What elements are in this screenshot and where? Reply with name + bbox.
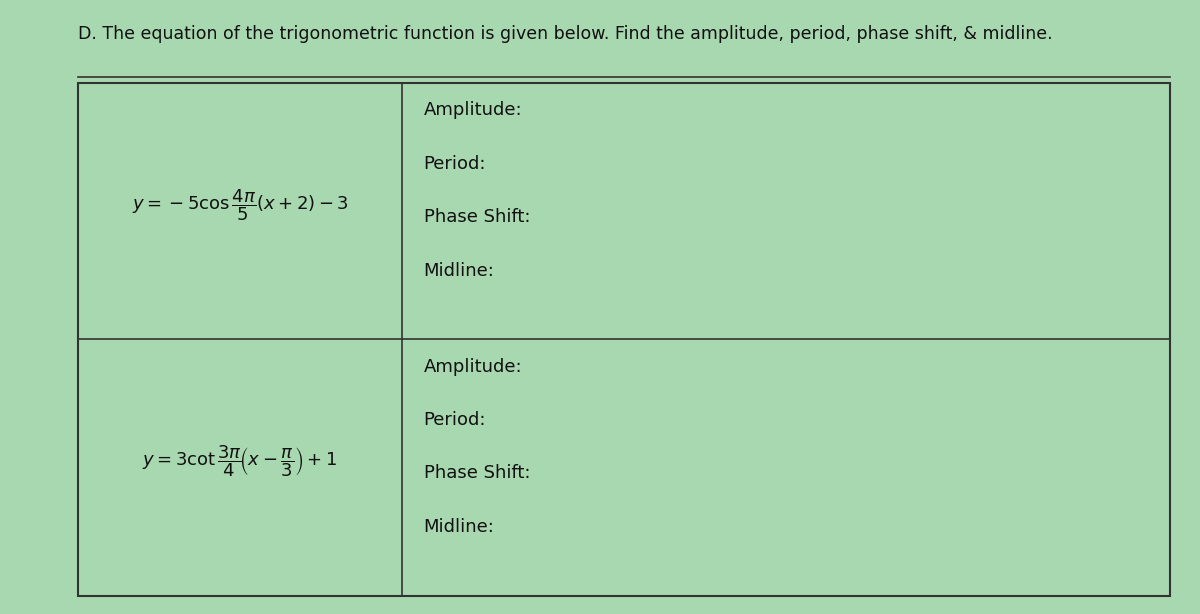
Text: Midline:: Midline: (424, 518, 494, 536)
Text: Amplitude:: Amplitude: (424, 357, 522, 376)
Text: Midline:: Midline: (424, 262, 494, 279)
Text: Period:: Period: (424, 155, 486, 173)
Text: D. The equation of the trigonometric function is given below. Find the amplitude: D. The equation of the trigonometric fun… (78, 25, 1052, 42)
Text: Phase Shift:: Phase Shift: (424, 208, 530, 226)
Text: Phase Shift:: Phase Shift: (424, 464, 530, 483)
Text: Period:: Period: (424, 411, 486, 429)
Text: Amplitude:: Amplitude: (424, 101, 522, 119)
Text: $y = 3\cot\dfrac{3\pi}{4}\!\left(x - \dfrac{\pi}{3}\right) + 1$: $y = 3\cot\dfrac{3\pi}{4}\!\left(x - \df… (143, 443, 337, 479)
Text: $y = -5\cos\dfrac{4\pi}{5}(x + 2) - 3$: $y = -5\cos\dfrac{4\pi}{5}(x + 2) - 3$ (132, 187, 348, 223)
